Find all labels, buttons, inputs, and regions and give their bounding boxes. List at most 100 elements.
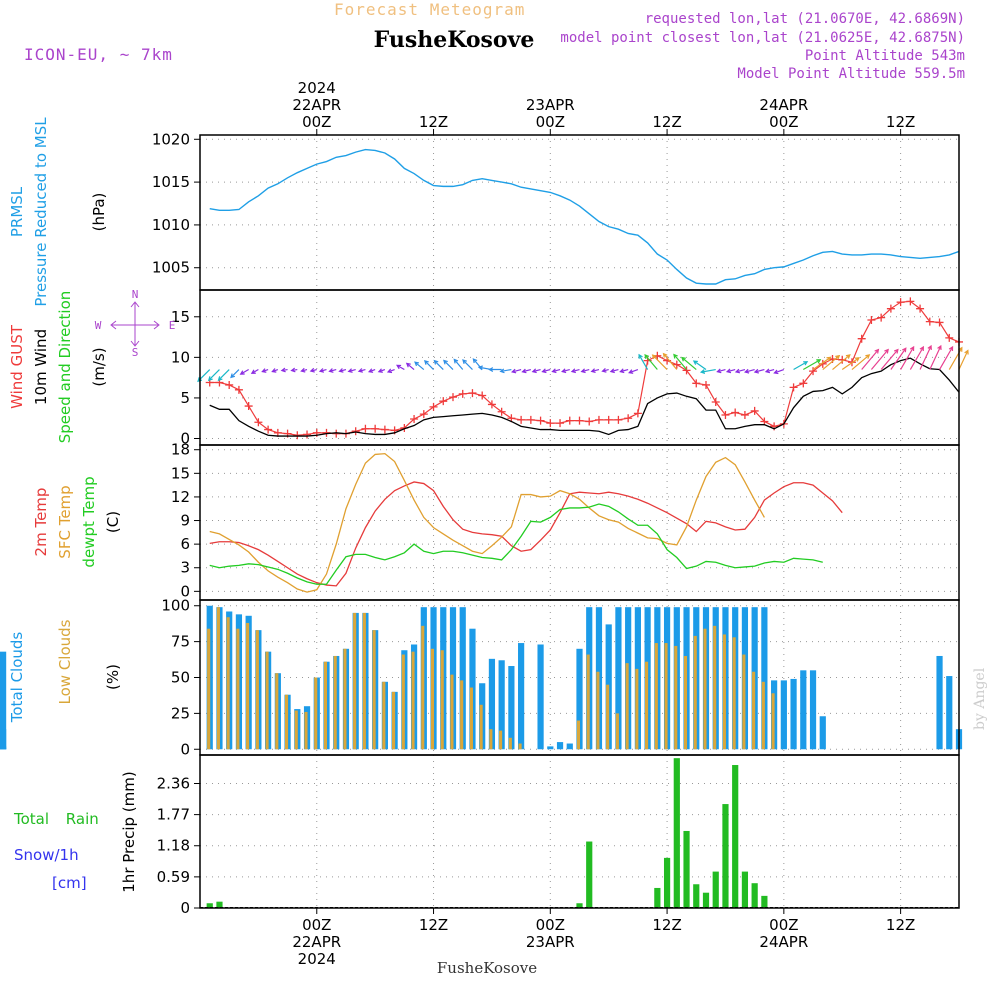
wind-arrow: [290, 367, 298, 373]
low-cloud-bar: [304, 711, 308, 750]
gust-point: [419, 410, 428, 419]
y-tick-label: 1005: [152, 259, 190, 277]
low-cloud-bar: [576, 720, 580, 750]
bottom-time-label: 23APR: [526, 933, 575, 951]
wind-arrow: [230, 369, 240, 379]
low-cloud-bar: [693, 635, 697, 750]
low-cloud-bar: [246, 622, 250, 750]
gust-point: [935, 318, 944, 327]
wind-arrow: [453, 358, 464, 370]
rain-bar: [206, 903, 213, 908]
wind-arrow: [764, 368, 775, 374]
wind-arrow: [638, 353, 649, 370]
gust-point: [449, 393, 457, 402]
gust-line: [209, 300, 960, 436]
y-tick-label: 15: [171, 308, 190, 326]
low-cloud-bar: [645, 661, 649, 750]
y-tick-label: 2.36: [157, 774, 190, 792]
low-cloud-bar: [207, 628, 211, 750]
rain-bar: [722, 804, 729, 908]
wind-arrow: [744, 368, 755, 374]
top-time-label: 12Z: [886, 113, 915, 131]
wind-arrow: [919, 344, 932, 370]
low-cloud-bar: [732, 637, 736, 750]
rain-bar: [216, 901, 223, 908]
low-cloud-bar: [771, 693, 775, 750]
gust-point: [731, 408, 740, 417]
bottom-time-label: 22APR: [292, 933, 341, 951]
total-cloud-bar: [508, 666, 515, 750]
y-tick-label: 15: [171, 464, 190, 482]
total-cloud-bar: [790, 678, 797, 750]
total-cloud-bar: [537, 644, 544, 750]
gust-point: [925, 317, 934, 326]
low-cloud-bar: [382, 681, 386, 750]
low-cloud-bar: [752, 671, 756, 750]
low-cloud-bar: [460, 680, 464, 750]
gust-point: [478, 391, 487, 400]
wind-arrow: [488, 367, 502, 372]
speed-direction-label: Speed and Direction: [56, 291, 74, 444]
gust-point: [351, 427, 360, 436]
wind-arrow: [803, 359, 822, 371]
gust-point: [244, 402, 253, 411]
rain-bar: [741, 871, 749, 908]
low-cloud-bar: [703, 628, 707, 750]
wind-arrow: [692, 360, 707, 371]
clouds-units: (%): [104, 664, 122, 690]
low-cloud-bar: [713, 625, 717, 750]
top-time-label: 00Z: [536, 113, 565, 131]
wind-arrow: [832, 354, 851, 370]
prmsl-label: PRMSL: [8, 186, 26, 237]
gust-point: [721, 410, 730, 419]
wind-arrow: [511, 368, 522, 374]
y-tick-label: 1015: [152, 173, 190, 191]
total-cloud-bar: [809, 670, 817, 750]
gust-point: [633, 409, 642, 418]
closest-coords: model point closest lon,lat (21.0625E, 4…: [560, 30, 965, 46]
y-tick-label: 6: [180, 535, 190, 553]
compass-west: W: [95, 319, 102, 332]
low-cloud-bar: [606, 684, 610, 750]
wind-arrow: [680, 356, 697, 370]
wind-arrow: [405, 362, 415, 370]
wind-arrow: [357, 368, 366, 373]
compass-east: E: [169, 319, 176, 332]
rain-bar: [732, 765, 739, 908]
wind-arrow: [367, 368, 376, 373]
compass-south: S: [132, 346, 139, 359]
sfc-temp-label: SFC Temp: [56, 485, 74, 558]
top-time-label: 22APR: [292, 96, 341, 114]
wind-arrow: [812, 356, 832, 371]
wind-arrow: [822, 354, 841, 370]
low-cloud-bar: [499, 730, 503, 750]
wind-arrow: [386, 368, 395, 374]
snow-legend: Snow/1h: [14, 846, 79, 864]
bottom-time-label: 12Z: [419, 916, 448, 934]
wind-arrow: [328, 368, 337, 373]
panel-0-grid: 1005 1010 1015 1020: [152, 130, 959, 290]
total-cloud-bar: [547, 746, 554, 750]
total-cloud-bar: [780, 680, 787, 750]
y-tick-label: 9: [180, 512, 190, 530]
gust-point: [877, 313, 886, 322]
y-tick-label: 18: [171, 441, 190, 459]
station-title: FusheKosove: [374, 27, 535, 53]
model-altitude: Model Point Altitude 559.5m: [737, 66, 965, 82]
gust-point: [410, 415, 419, 424]
low-cloud-bar: [284, 694, 289, 750]
panel-1-grid: 0 5 10 15: [171, 290, 959, 448]
low-cloud-bar: [450, 674, 454, 750]
y-tick-label: 0: [180, 899, 190, 917]
low-cloud-bar: [654, 643, 658, 750]
y-tick-label: 3: [180, 559, 190, 577]
total-cloud-bar: [936, 655, 943, 750]
gust-point: [916, 304, 925, 313]
rain-bar: [576, 903, 583, 908]
y-tick-label: 1.18: [157, 837, 190, 855]
low-cloud-bar: [226, 617, 230, 750]
wind-line: [209, 357, 960, 437]
low-cloud-bar: [742, 654, 746, 750]
wind-arrow: [499, 368, 512, 374]
wind-arrow: [338, 368, 347, 373]
